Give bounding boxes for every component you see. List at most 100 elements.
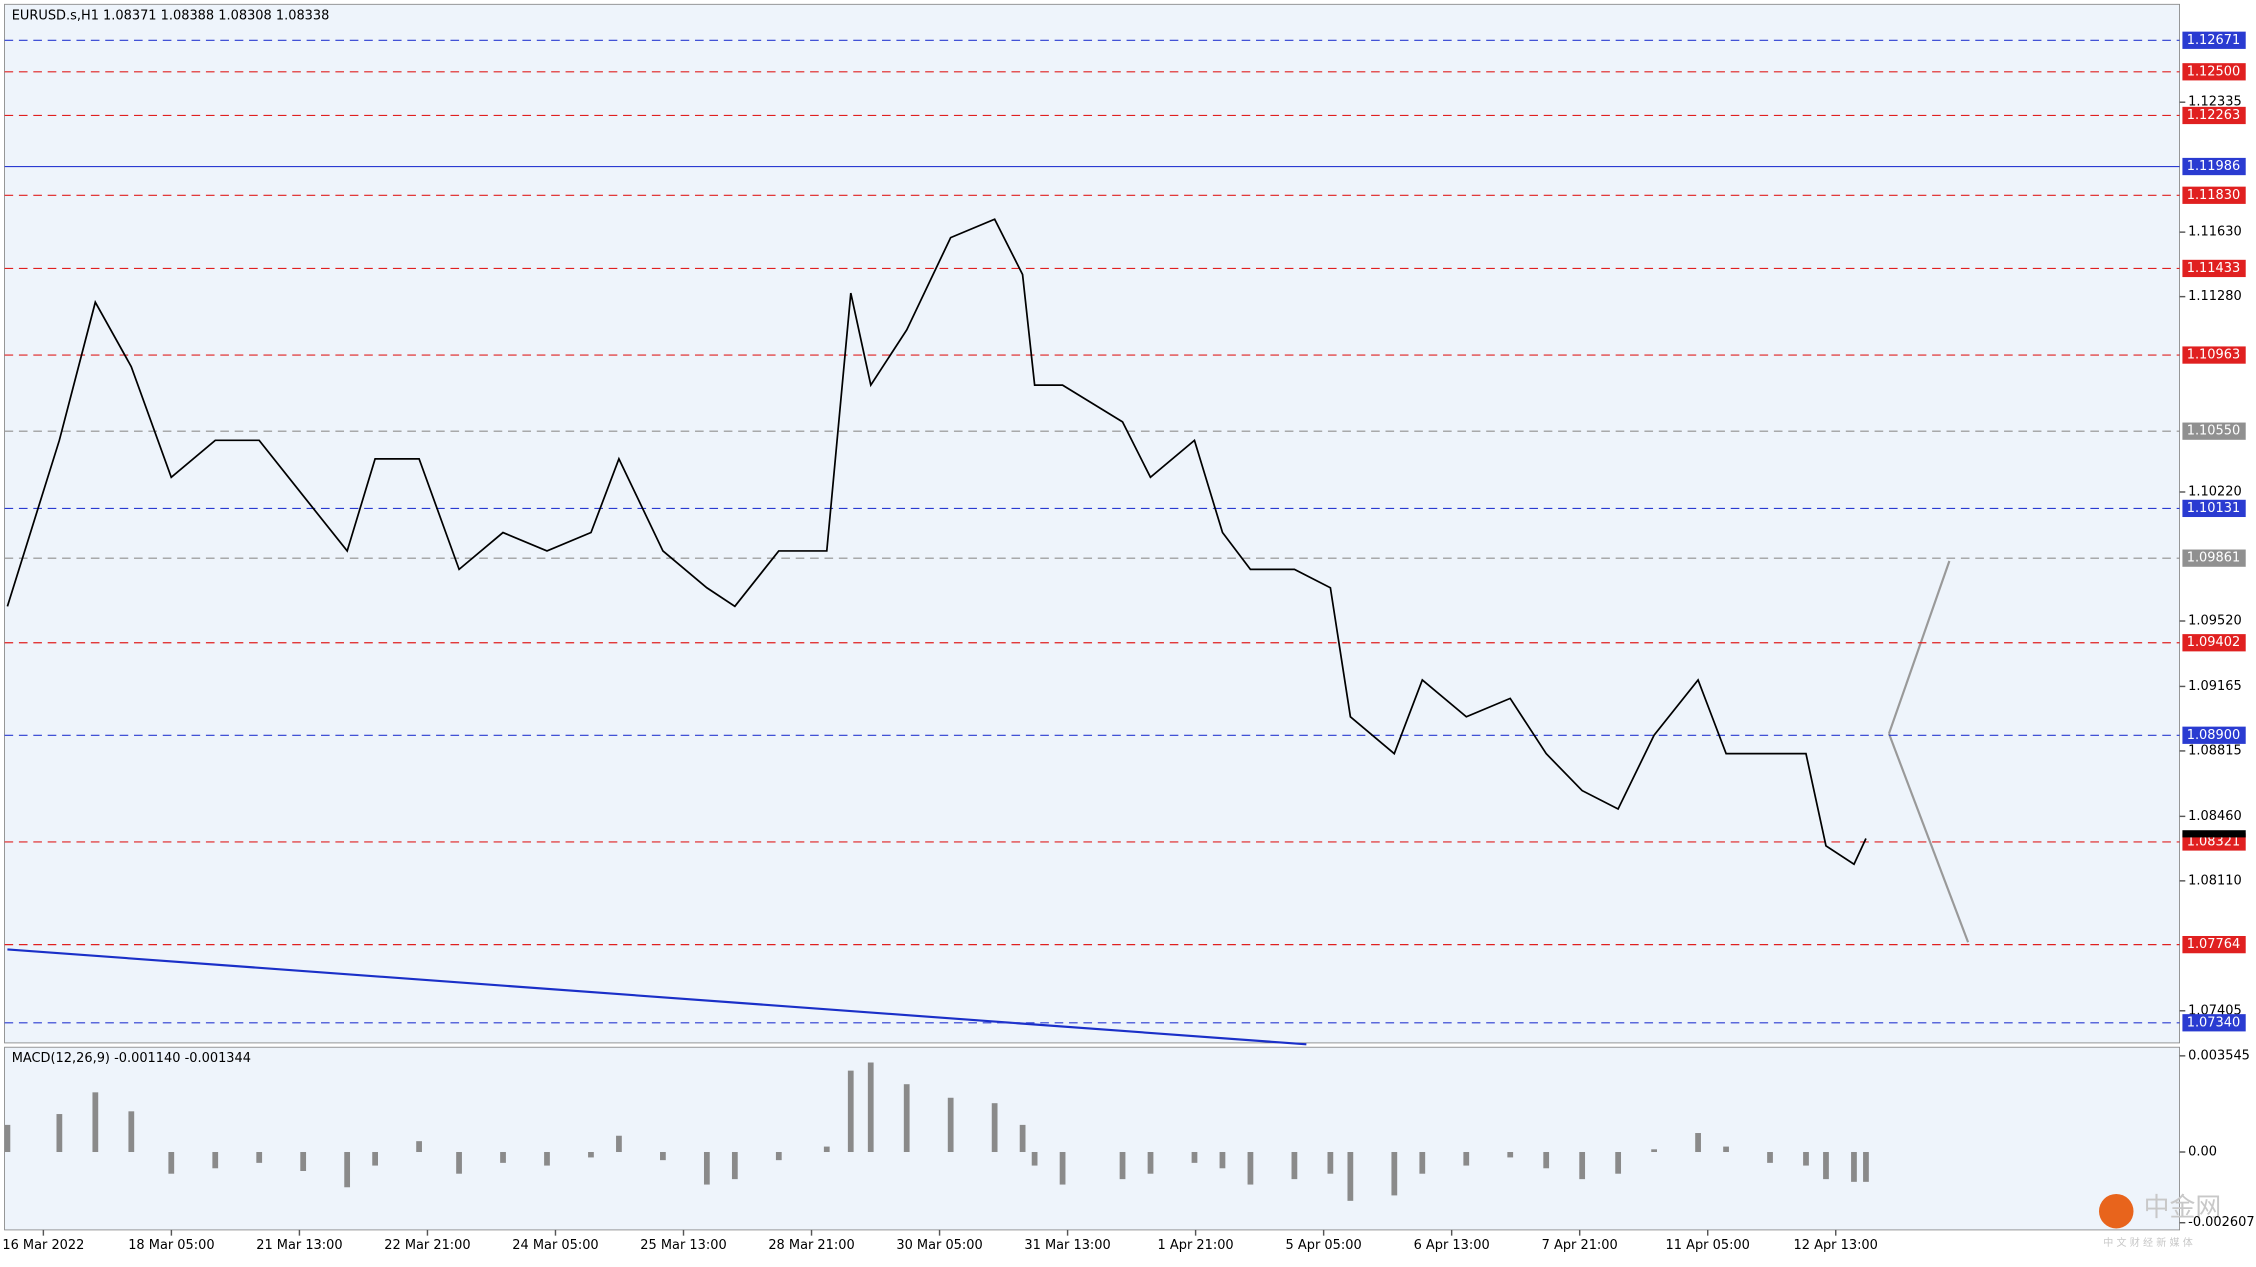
y-tick-label: 1.09165: [2188, 679, 2242, 694]
level-box: [2182, 346, 2246, 364]
macd-bar: [867, 1062, 874, 1153]
time-label: 22 Mar 21:00: [384, 1238, 470, 1253]
time-label: 7 Apr 21:00: [1542, 1238, 1618, 1253]
time-label: 18 Mar 05:00: [128, 1238, 214, 1253]
macd-bar: [300, 1152, 307, 1171]
macd-bar: [1291, 1152, 1298, 1180]
macd-bar: [1147, 1152, 1154, 1174]
macd-tick-label: 0.00: [2188, 1145, 2217, 1160]
time-label: 16 Mar 2022: [2, 1238, 84, 1253]
level-box: [2182, 935, 2246, 954]
macd-bar: [1019, 1124, 1026, 1153]
macd-bar: [660, 1152, 666, 1161]
macd-bar: [847, 1070, 854, 1153]
forecast-arrows: [1887, 560, 1970, 943]
y-tick-label: 1.10220: [2188, 484, 2242, 499]
level-box: [2182, 259, 2246, 278]
trend-line: [7, 948, 1307, 1046]
time-label: 6 Apr 13:00: [1414, 1238, 1490, 1253]
macd-bar: [92, 1092, 99, 1153]
macd-bar: [1723, 1146, 1729, 1153]
macd-bar: [1191, 1152, 1198, 1163]
macd-bar: [1247, 1152, 1254, 1185]
macd-bar: [1651, 1149, 1657, 1153]
level-label: 1.09402: [2187, 635, 2241, 650]
symbol-header: EURUSD.s,H1 1.08371 1.08388 1.08308 1.08…: [12, 8, 330, 23]
y-tick-label: 1.12335: [2188, 95, 2242, 110]
level-label: 1.08900: [2187, 728, 2241, 743]
level-box: [2182, 833, 2246, 851]
level-box: [2182, 1014, 2246, 1032]
price-line: [6, 218, 1867, 866]
watermark: 中金网: [2144, 1193, 2222, 1223]
level-box: [2182, 422, 2246, 440]
current-price-marker: [2182, 830, 2246, 838]
level-box: [2182, 106, 2246, 125]
macd-bar: [775, 1152, 782, 1161]
macd-bar: [544, 1152, 550, 1166]
macd-bar: [1803, 1152, 1809, 1166]
level-label: 1.10550: [2187, 424, 2241, 439]
macd-bar: [1579, 1152, 1586, 1180]
macd-bar: [1219, 1152, 1226, 1169]
macd-bar: [4, 1124, 11, 1153]
macd-bar: [1347, 1152, 1354, 1201]
price-pane: [4, 3, 2180, 1044]
macd-bar: [1851, 1152, 1857, 1182]
y-tick-label: 1.08110: [2188, 873, 2242, 888]
time-label: 1 Apr 21:00: [1158, 1238, 1234, 1253]
arrow-down: [1887, 733, 1970, 943]
level-label: 1.10131: [2187, 501, 2241, 516]
macd-bar: [1119, 1152, 1126, 1180]
macd-bar: [1507, 1152, 1514, 1158]
macd-bar: [344, 1152, 351, 1188]
time-label: 5 Apr 05:00: [1286, 1238, 1362, 1253]
level-box: [2182, 186, 2246, 204]
macd-bar: [1391, 1152, 1398, 1196]
macd-bar: [991, 1103, 998, 1153]
level-box: [2182, 499, 2246, 518]
logo: [2098, 1193, 2134, 1229]
y-tick-label: 1.08460: [2188, 809, 2242, 824]
time-label: 28 Mar 21:00: [768, 1238, 854, 1253]
y-tick-label: 1.11630: [2188, 225, 2242, 240]
y-tick-label: 1.09520: [2188, 614, 2242, 629]
macd-bar: [1463, 1152, 1470, 1166]
watermark-sub: 中 文 财 经 新 媒 体: [2103, 1236, 2193, 1249]
macd-bar: [168, 1152, 175, 1174]
macd-bar: [1419, 1152, 1426, 1174]
level-label: 1.07764: [2187, 937, 2241, 952]
macd-bar: [731, 1152, 738, 1180]
level-label: 1.10963: [2187, 348, 2241, 363]
arrow-up: [1887, 560, 1951, 734]
level-label: 1.07340: [2187, 1015, 2241, 1030]
macd-bar: [256, 1152, 263, 1163]
level-box: [2182, 549, 2246, 567]
level-label: 1.12500: [2187, 64, 2241, 79]
macd-bar: [1031, 1152, 1038, 1166]
macd-bar: [1863, 1152, 1869, 1182]
macd-bar: [372, 1152, 378, 1166]
level-label: 1.12263: [2187, 108, 2241, 123]
level-label: 1.11830: [2187, 188, 2241, 203]
macd-tick-label: 0.003545: [2188, 1048, 2250, 1063]
macd-bar: [212, 1152, 219, 1169]
macd-bar: [1327, 1152, 1334, 1174]
macd-bar: [1823, 1152, 1829, 1180]
y-tick-label: 1.11280: [2188, 289, 2242, 304]
time-label: 31 Mar 13:00: [1024, 1238, 1110, 1253]
time-label: 11 Apr 05:00: [1666, 1238, 1750, 1253]
y-tick-label: 1.08815: [2188, 743, 2242, 758]
macd-bar: [416, 1141, 422, 1153]
level-box: [2182, 634, 2246, 652]
macd-pane: [4, 1046, 2180, 1231]
macd-bar: [456, 1152, 462, 1174]
level-box: [2182, 63, 2246, 81]
macd-bar: [823, 1146, 830, 1153]
level-label: 1.11433: [2187, 261, 2241, 276]
macd-bar: [1059, 1152, 1066, 1185]
macd-label: MACD(12,26,9) -0.001140 -0.001344: [12, 1051, 251, 1066]
